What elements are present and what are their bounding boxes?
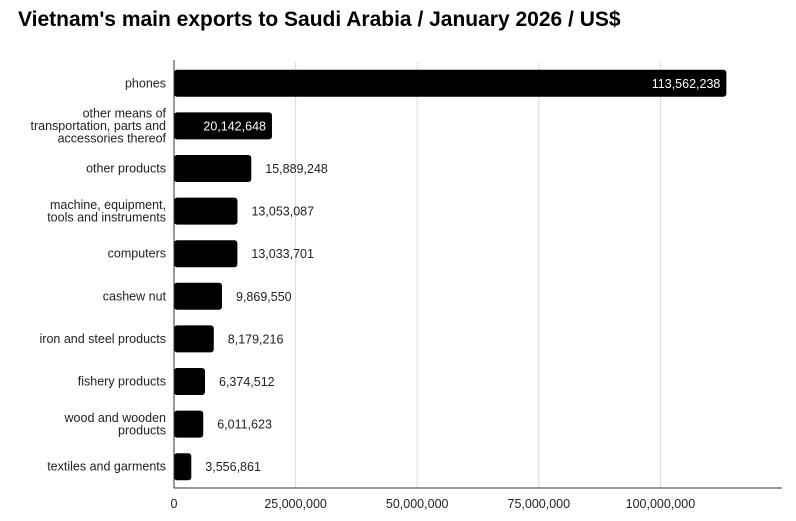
bar [174,368,206,395]
category-label: iron and steel products [40,332,166,346]
x-tick-label: 100,000,000 [626,497,696,511]
bar [174,325,214,353]
x-tick-label: 25,000,000 [264,497,327,511]
bar [174,197,238,225]
chart-title: Vietnam's main exports to Saudi Arabia /… [18,8,621,31]
category-label: wood and wooden products [64,411,167,438]
gridlines [295,62,661,488]
category-label: computers [108,247,166,261]
data-label: 15,889,248 [265,162,328,176]
axes [173,60,782,489]
data-label: 6,374,512 [219,375,275,389]
data-label: 13,053,087 [251,205,314,219]
labels: 0 25,000,000 50,000,000 75,000,000 100,000,0… [31,76,721,511]
x-tick-label: 50,000,000 [386,497,449,511]
data-label: 9,869,550 [236,290,292,304]
category-label: phones [125,76,166,90]
category-label: textiles and garments [47,460,166,474]
data-label: 3,556,861 [205,460,261,474]
x-tick-label: 0 [171,497,178,511]
data-label: 13,033,701 [251,247,314,261]
category-label: other means of transportation, parts and a… [31,106,167,145]
x-tick-label: 75,000,000 [508,497,571,511]
category-label: fishery products [78,375,166,389]
category-label: machine, equipment, tools and instruments [47,198,166,225]
bar [174,112,272,140]
bar [174,69,727,97]
bar [174,453,192,481]
bar [174,155,252,182]
data-label: 20,142,648 [203,119,266,133]
data-label: 8,179,216 [228,332,284,346]
bar [174,240,238,268]
bar [174,410,204,438]
data-label: 6,011,623 [217,418,272,432]
category-label: other products [86,162,166,176]
bar [174,282,223,310]
data-label: 113,562,238 [652,77,721,91]
category-label: cashew nut [103,289,167,303]
bars [174,69,727,481]
